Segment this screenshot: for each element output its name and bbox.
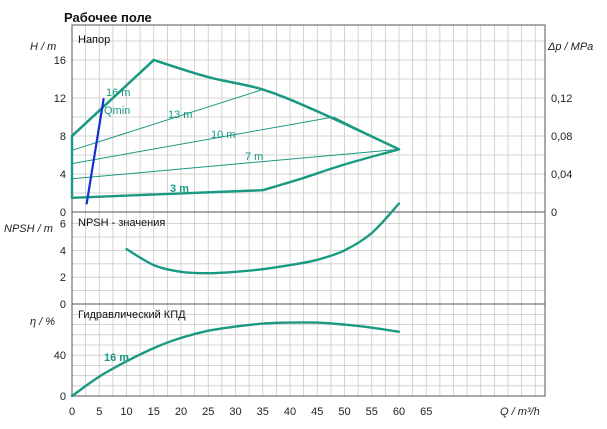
y-tick-label: 4 — [60, 245, 66, 257]
labels: Напор NPSH - значения Гидравлический КПД H … — [4, 34, 593, 418]
y-tick-label-right: 0,12 — [551, 93, 572, 105]
y-axis-label: H / m — [30, 41, 56, 53]
x-tick-label: 45 — [311, 406, 323, 418]
curve-label: 3 m — [170, 183, 189, 195]
x-tick-label: 40 — [284, 406, 296, 418]
y-tick-label: 0 — [60, 299, 66, 311]
y-tick-label: 40 — [54, 350, 66, 362]
y-tick-label: 12 — [54, 93, 66, 105]
x-tick-label: 50 — [338, 406, 350, 418]
curves — [70, 58, 401, 398]
panel-label: NPSH - значения — [78, 217, 165, 229]
head-curve-3m-rise — [261, 148, 401, 192]
head-curve-3m — [70, 189, 264, 199]
y-tick-label: 0 — [60, 391, 66, 403]
x-tick-label: 35 — [257, 406, 269, 418]
y-axis-label: NPSH / m — [4, 223, 53, 235]
panel-label: Напор — [78, 34, 110, 46]
y-tick-label: 6 — [60, 219, 66, 231]
npsh-curve — [125, 202, 401, 275]
y-axis-label: η / % — [30, 316, 55, 328]
panel-label: Гидравлический КПД — [78, 309, 186, 321]
x-tick-label: 0 — [69, 406, 75, 418]
efficiency-curve — [70, 321, 401, 398]
x-tick-label: 60 — [393, 406, 405, 418]
x-tick-label: 30 — [229, 406, 241, 418]
panel-frame-1 — [71, 24, 546, 213]
y-tick-label: 4 — [60, 169, 66, 181]
grid-lines — [71, 25, 545, 397]
y-tick-label: 2 — [60, 272, 66, 284]
panel-frame-3 — [71, 303, 546, 397]
y-tick-label-right: 0,08 — [551, 131, 572, 143]
x-tick-label: 10 — [120, 406, 132, 418]
y-axis-label-right: Δp / MPa — [547, 41, 593, 53]
y-tick-label: 8 — [60, 131, 66, 143]
head-curve-16m-segment — [70, 58, 155, 138]
head-curve-7m — [71, 148, 400, 180]
x-tick-label: 15 — [148, 406, 160, 418]
y-tick-label: 0 — [60, 207, 66, 219]
x-tick-label: 65 — [420, 406, 432, 418]
head-curve-10m — [71, 116, 400, 165]
y-tick-label: 16 — [54, 55, 66, 67]
qmin-label: Qmin — [104, 105, 130, 117]
x-tick-label: 20 — [175, 406, 187, 418]
curve-label: 10 m — [211, 129, 235, 141]
chart-title: Рабочее поле — [64, 10, 152, 25]
x-tick-label: 25 — [202, 406, 214, 418]
curve-label: 7 m — [245, 151, 263, 163]
curve-label: 13 m — [168, 109, 192, 121]
y-tick-label-right: 0 — [551, 207, 557, 219]
curve-label: 16 m — [104, 352, 129, 364]
x-axis-label: Q / m³/h — [500, 406, 540, 418]
curve-label: 16 m — [106, 87, 130, 99]
qmin-line — [85, 97, 105, 205]
head-curve-16m-arc — [152, 58, 401, 151]
panel-frames — [71, 24, 546, 397]
x-tick-label: 5 — [96, 406, 102, 418]
y-tick-label-right: 0,04 — [551, 169, 572, 181]
head-curve-13m — [71, 89, 263, 151]
x-tick-label: 55 — [366, 406, 378, 418]
